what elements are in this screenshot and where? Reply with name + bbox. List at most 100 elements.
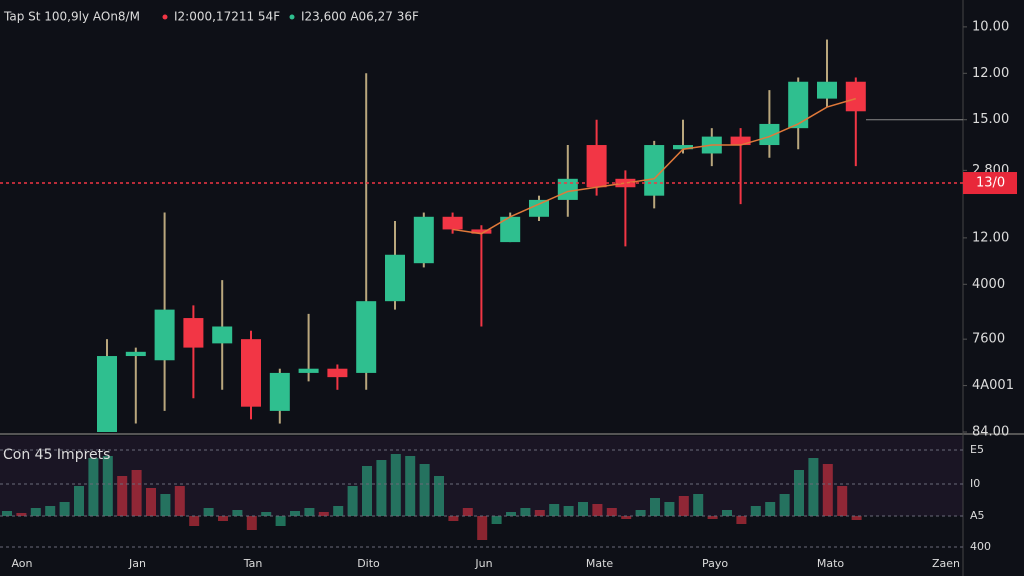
y-tick-label: 84.00 [972, 425, 1009, 440]
candle-body [327, 368, 348, 378]
indicator-bar [851, 516, 862, 520]
y-tick-label: I0 [970, 477, 980, 490]
y-tick-label: 15.00 [972, 112, 1009, 127]
candle-body [529, 199, 549, 217]
indicator-bar [189, 516, 200, 526]
x-tick-label: Zaen [932, 557, 960, 570]
indicator-bar [491, 516, 502, 524]
indicator-bar [592, 504, 603, 516]
indicator-bar [146, 488, 156, 516]
y-tick-label: 10.00 [972, 19, 1009, 34]
x-tick-label: Jun [474, 557, 492, 570]
indicator-bar [2, 511, 12, 516]
indicator-bar [448, 516, 459, 521]
indicator-bar [304, 508, 315, 516]
x-tick-label: Mate [586, 557, 614, 570]
indicator-bar [621, 516, 632, 519]
indicator-bar [16, 513, 27, 516]
candle-body [183, 318, 204, 348]
indicator-bar [318, 512, 329, 516]
indicator-bar [635, 510, 646, 516]
indicator-bar [30, 508, 41, 516]
price-tag [963, 172, 1017, 195]
candle-body [817, 81, 837, 99]
indicator-bar [376, 460, 387, 516]
indicator-bar [174, 486, 185, 516]
candle-body [730, 136, 751, 146]
panel-title: Con 45 Imprets [3, 447, 110, 463]
panel-background [0, 436, 963, 516]
indicator-bar [578, 502, 588, 516]
indicator-bar [549, 504, 560, 516]
legend-text: I2:000,17211 54F [174, 10, 280, 24]
candle-body [759, 123, 780, 146]
indicator-bar [160, 494, 171, 516]
candle-body [212, 326, 233, 344]
candle-body [845, 81, 866, 112]
candle-body [557, 178, 578, 200]
candle-body [788, 81, 809, 129]
x-tick-label: Tan [243, 557, 263, 570]
indicator-bar [362, 466, 372, 516]
candle-body [154, 309, 175, 361]
indicator-bar [232, 510, 243, 516]
price-tag-label: 13/0 [976, 176, 1005, 191]
indicator-bar [218, 516, 228, 521]
candle-body [471, 229, 492, 234]
indicator-bar [678, 496, 689, 516]
indicator-bar [563, 506, 574, 516]
indicator-bar [131, 470, 142, 516]
indicator-bar [333, 506, 344, 516]
header-title: Tap St 100,9ly AOn8/M [3, 10, 140, 24]
indicator-bar [722, 510, 732, 516]
candle-body [298, 368, 319, 373]
candle-body [241, 339, 261, 407]
candle-body [673, 145, 693, 150]
indicator-bar [59, 502, 70, 516]
y-tick-label: 12.00 [972, 66, 1009, 81]
indicator-bar [347, 486, 358, 516]
candle-body [356, 301, 377, 373]
y-tick-label: 4000 [972, 277, 1005, 292]
candle-body [500, 216, 521, 243]
indicator-bar [261, 512, 272, 516]
candle-body [385, 254, 405, 302]
indicator-bar [434, 476, 444, 516]
x-tick-label: Dito [357, 557, 380, 570]
y-tick-label: A5 [970, 509, 985, 522]
candle-body [269, 372, 290, 411]
indicator-bar [664, 502, 675, 516]
indicator-bar [822, 464, 833, 516]
indicator-bar [275, 516, 286, 526]
x-tick-label: Mato [817, 557, 845, 570]
y-tick-label: 12.00 [972, 230, 1009, 245]
y-tick-label: 7600 [972, 332, 1005, 347]
legend-dot [289, 14, 295, 20]
indicator-bar [88, 458, 99, 516]
indicator-bar [606, 508, 617, 516]
indicator-bar [736, 516, 747, 524]
indicator-bar [693, 494, 704, 516]
indicator-bar [102, 456, 113, 516]
indicator-bar [520, 508, 531, 516]
indicator-bar [765, 502, 776, 516]
indicator-bar [405, 456, 416, 516]
x-tick-label: Jan [128, 557, 146, 570]
indicator-bar [794, 470, 804, 516]
indicator-bar [246, 516, 257, 530]
x-tick-label: Aon [11, 557, 32, 570]
moving-average [452, 97, 857, 235]
y-tick-label: 400 [970, 540, 991, 553]
indicator-bar [390, 454, 401, 516]
candle-body [97, 356, 117, 432]
candle-body [125, 351, 146, 357]
indicator-bar [477, 516, 488, 540]
indicator-bar [74, 486, 84, 516]
indicator-bar [117, 476, 128, 516]
indicator-bar [707, 516, 718, 519]
indicator-bar [837, 486, 848, 516]
indicator-bar [290, 511, 300, 516]
indicator-bar [650, 498, 660, 516]
